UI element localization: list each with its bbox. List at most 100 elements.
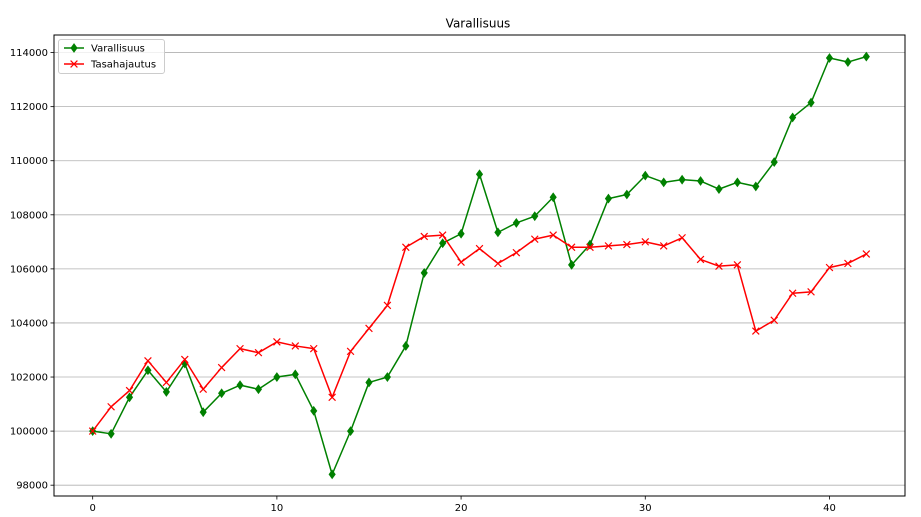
data-point-tasahajautus (751, 327, 760, 335)
data-point-varallisuus (144, 365, 152, 376)
data-point-varallisuus (475, 169, 484, 180)
data-point-varallisuus (512, 218, 520, 228)
legend: Varallisuus Tasahajautus (58, 39, 165, 74)
legend-marker (70, 60, 78, 68)
data-point-varallisuus (383, 372, 391, 382)
data-point-varallisuus (733, 177, 741, 188)
data-point-tasahajautus (807, 288, 815, 296)
y-tick-label: 108000 (10, 210, 48, 221)
data-point-varallisuus (125, 392, 134, 403)
legend-item-tasahajautus: Tasahajautus (64, 60, 156, 71)
data-point-tasahajautus (641, 238, 650, 246)
data-point-tasahajautus (604, 242, 613, 250)
x-tick-label: 30 (639, 503, 652, 514)
x-tick-label: 0 (89, 503, 95, 514)
data-point-tasahajautus (236, 344, 244, 353)
data-point-varallisuus (549, 192, 557, 203)
series-tasahajautus (88, 231, 871, 435)
data-point-tasahajautus (309, 344, 318, 353)
data-point-tasahajautus (586, 243, 594, 252)
data-point-varallisuus (236, 380, 244, 391)
data-point-tasahajautus (825, 263, 834, 272)
data-point-varallisuus (107, 428, 115, 439)
data-point-varallisuus (678, 174, 686, 185)
data-point-varallisuus (568, 259, 576, 270)
data-point-tasahajautus (862, 250, 871, 258)
x-tick-label: 40 (823, 503, 836, 514)
data-point-tasahajautus (844, 259, 852, 268)
data-point-varallisuus (789, 112, 797, 123)
data-point-varallisuus (365, 377, 373, 388)
data-point-tasahajautus (180, 355, 189, 364)
plot-series (88, 51, 871, 480)
series-varallisuus (89, 51, 870, 480)
data-point-tasahajautus (144, 356, 152, 365)
data-point-tasahajautus (438, 231, 447, 239)
data-point-varallisuus (291, 369, 299, 380)
x-tick-label: 10 (271, 503, 284, 514)
legend-marker (70, 43, 78, 53)
data-point-tasahajautus (420, 232, 429, 241)
data-point-varallisuus (696, 176, 705, 186)
data-point-varallisuus (770, 157, 778, 167)
y-tick-label: 106000 (10, 264, 48, 275)
data-point-tasahajautus (715, 262, 723, 271)
data-point-tasahajautus (346, 347, 355, 356)
data-point-tasahajautus (383, 301, 392, 310)
data-point-varallisuus (752, 181, 760, 192)
data-point-varallisuus (346, 426, 355, 437)
data-point-varallisuus (494, 227, 502, 238)
legend-item-varallisuus: Varallisuus (64, 43, 145, 55)
y-tick-label: 98000 (16, 481, 48, 492)
data-point-tasahajautus (273, 338, 281, 346)
data-point-varallisuus (310, 405, 318, 416)
legend-box (58, 39, 165, 74)
data-point-varallisuus (641, 170, 649, 181)
data-point-tasahajautus (365, 324, 373, 333)
plot-frame (53, 34, 906, 497)
data-point-varallisuus (457, 228, 465, 239)
data-point-varallisuus (715, 184, 723, 195)
data-point-tasahajautus (788, 289, 797, 298)
data-point-varallisuus (420, 268, 428, 278)
data-point-varallisuus (273, 372, 281, 382)
data-point-tasahajautus (494, 259, 502, 268)
data-point-tasahajautus (475, 244, 484, 253)
data-point-varallisuus (218, 388, 226, 399)
data-point-tasahajautus (88, 427, 97, 435)
chart-title: Varallisuus (446, 17, 511, 31)
data-point-varallisuus (623, 189, 631, 200)
y-tick-label: 112000 (10, 102, 48, 113)
data-point-varallisuus (531, 211, 539, 222)
data-point-varallisuus (862, 51, 870, 62)
data-point-varallisuus (439, 238, 447, 249)
data-point-tasahajautus (623, 240, 631, 249)
data-point-tasahajautus (125, 386, 134, 395)
y-tick-label: 114000 (10, 48, 48, 59)
data-point-tasahajautus (162, 378, 171, 387)
legend-label: Varallisuus (91, 44, 145, 55)
data-point-tasahajautus (696, 255, 705, 264)
data-point-varallisuus (604, 193, 613, 204)
data-point-tasahajautus (199, 385, 208, 394)
data-point-varallisuus (825, 53, 834, 63)
x-tick-label: 20 (455, 503, 468, 514)
data-point-varallisuus (844, 57, 852, 67)
data-point-tasahajautus (770, 316, 779, 325)
data-point-tasahajautus (291, 342, 300, 350)
data-point-tasahajautus (678, 233, 686, 242)
data-point-tasahajautus (217, 363, 226, 372)
y-tick-label: 110000 (10, 156, 48, 167)
data-point-tasahajautus (659, 242, 668, 250)
data-point-varallisuus (254, 384, 263, 395)
data-point-tasahajautus (107, 402, 115, 411)
data-point-varallisuus (586, 239, 594, 250)
data-point-varallisuus (402, 341, 410, 351)
y-tick-label: 100000 (10, 427, 48, 438)
series-line-varallisuus (92, 55, 867, 476)
data-point-tasahajautus (733, 260, 742, 269)
data-point-tasahajautus (512, 248, 521, 257)
data-point-tasahajautus (254, 348, 263, 357)
data-point-tasahajautus (328, 393, 336, 402)
